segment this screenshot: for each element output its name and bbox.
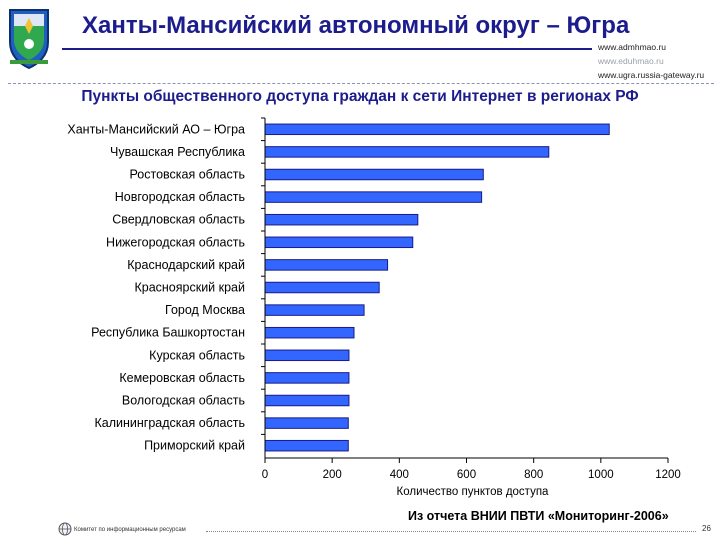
bar: [264, 417, 349, 429]
x-tick-label: 1000: [588, 469, 614, 481]
page-title: Ханты-Мансийский автономный округ – Югра: [82, 12, 630, 39]
bar: [264, 349, 350, 362]
header-divider: [8, 83, 714, 84]
website-link[interactable]: www.eduhmao.ru: [598, 56, 664, 66]
page-number: 26: [702, 524, 711, 533]
category-label: Республика Башкортостан: [91, 326, 245, 340]
website-link[interactable]: www.admhmao.ru: [598, 42, 667, 52]
x-axis-title: Количество пунктов доступа: [397, 486, 550, 498]
category-label: Приморский край: [144, 439, 245, 453]
bar: [264, 191, 483, 203]
category-label: Город Москва: [165, 303, 245, 317]
bar: [264, 394, 350, 407]
footer-divider: [206, 531, 696, 532]
chart-title: Пункты общественного доступа граждан к с…: [81, 88, 639, 105]
category-label: Ростовская область: [130, 168, 246, 182]
bar: [264, 236, 414, 249]
category-label: Чувашская Республика: [110, 145, 245, 159]
category-label: Кемеровская область: [119, 371, 245, 385]
x-tick-label: 600: [457, 469, 476, 481]
bar: [264, 259, 389, 271]
category-label: Ханты-Мансийский АО – Югра: [67, 122, 245, 136]
x-tick-label: 1200: [655, 469, 681, 481]
bar: [264, 304, 365, 316]
website-link[interactable]: www.ugra.russia-gateway.ru: [598, 70, 705, 80]
bar: [264, 372, 350, 384]
category-label: Вологодская область: [122, 394, 245, 408]
title-underline: [62, 48, 592, 50]
website-links: www.admhmao.ru www.eduhmao.ru www.ugra.r…: [598, 40, 704, 82]
category-label: Нижегородская область: [106, 235, 245, 249]
x-tick-label: 200: [323, 469, 342, 481]
footer-org: Комитет по информационным ресурсам: [74, 527, 186, 533]
category-label: Красноярский край: [134, 281, 245, 295]
globe-icon: [58, 522, 72, 536]
bar: [264, 168, 484, 181]
bar: [264, 146, 550, 158]
category-label: Свердловская область: [112, 213, 245, 227]
x-tick-label: 0: [262, 469, 268, 481]
category-label: Курская область: [149, 348, 245, 362]
bar: [264, 439, 349, 452]
x-tick-label: 800: [524, 469, 543, 481]
source-note: Из отчета ВНИИ ПВТИ «Мониторинг-2006»: [408, 509, 669, 523]
category-label: Новгородская область: [115, 190, 245, 204]
category-label: Калининградская область: [94, 416, 245, 430]
coat-of-arms-icon: [9, 9, 49, 70]
category-label: Краснодарский край: [127, 258, 245, 272]
bar: [264, 123, 610, 136]
bar: [264, 281, 380, 294]
bar-chart: Ханты-Мансийский АО – Югра Чувашская Респ…: [67, 117, 681, 498]
bar: [264, 326, 355, 339]
bar: [264, 213, 419, 226]
x-tick-label: 400: [390, 469, 409, 481]
